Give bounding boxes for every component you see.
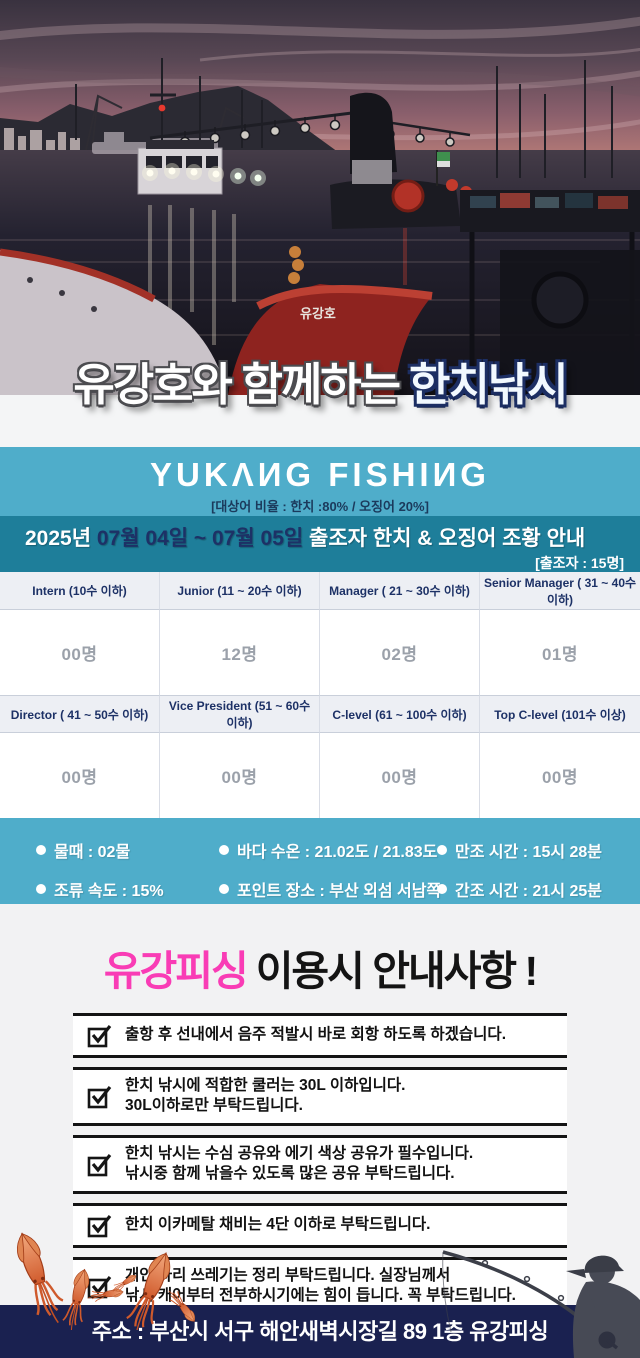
condition-item: 물때 : 02물 — [36, 835, 219, 866]
fisherman-illustration — [442, 1250, 640, 1358]
divider-strip — [0, 395, 640, 447]
bullet-icon — [36, 883, 46, 894]
column-header: Top C-level (101수 이상) — [480, 695, 640, 733]
bullet-icon — [36, 845, 46, 856]
notice-checklist: 출항 후 선내에서 음주 적발시 바로 회항 하도록 하겠습니다. 한치 낚시에… — [73, 1013, 567, 1316]
count-cell: 02명 — [320, 610, 480, 695]
address-bar: 주소 : 부산시 서구 해안새벽시장길 89 1층 유강피싱 — [0, 1305, 640, 1358]
count-cell: 00명 — [160, 733, 320, 818]
count-cell: 00명 — [0, 733, 160, 818]
schedule-band: 2025년 07월 04일 ~ 07월 05일 출조자 한치 & 오징어 조황 … — [0, 516, 640, 572]
schedule-dates: 07월 04일 ~ 07월 05일 — [91, 527, 304, 550]
count-cell: 00명 — [320, 733, 480, 818]
target-fish-ratio-note: [대상어 비율 : 한치 :80% / 오징어 20%] — [211, 499, 429, 514]
count-cell: 00명 — [0, 610, 160, 695]
list-item: 한치 낚시는 수심 공유와 에기 색상 공유가 필수입니다. 낚시중 함께 낚을… — [73, 1134, 567, 1194]
title-text-accent: 한치낚시 — [409, 359, 569, 410]
notice-item-text: 한치 낚시에 적합한 쿨러는 30L 이하입니다. 30L이하로만 부탁드립니다… — [125, 1077, 406, 1115]
count-cell: 12명 — [160, 610, 320, 695]
notice-item-text: 한치 낚시는 수심 공유와 에기 색상 공유가 필수입니다. 낚시중 함께 낚을… — [125, 1144, 474, 1183]
brand-band: YUKΛИG FISHIИG [대상어 비율 : 한치 :80% / 오징어 2… — [0, 447, 640, 516]
bullet-icon — [219, 883, 229, 894]
harbor-scene-illustration: 유강호 — [0, 0, 640, 395]
catch-results-table: Intern (10수 이하) Junior (11 ~ 20수 이하) Man… — [0, 572, 640, 818]
notice-item-text: 개인 자리 쓰레기는 정리 부탁드립니다. 실장님께서 낚시 캐어부터 전부하시… — [125, 1266, 516, 1305]
notice-title-brand: 유강피싱 — [103, 948, 249, 994]
condition-text: 간조 시간 : 21시 25분 — [455, 882, 603, 900]
column-header: Vice President (51 ~ 60수 이하) — [160, 695, 320, 733]
condition-text: 조류 속도 : 15% — [54, 882, 164, 900]
condition-item: 포인트 장소 : 부산 외섬 서남쪽 — [219, 874, 441, 905]
condition-text: 만조 시간 : 15시 28분 — [455, 844, 603, 862]
participant-count: [출조자 : 15명] — [535, 555, 624, 571]
notice-title: 유강피싱 이용시 안내사항 ! — [0, 937, 640, 997]
usage-notice-section: 유강피싱 이용시 안내사항 ! 출항 후 선내에서 음주 적발시 바로 회항 하도… — [0, 904, 640, 1316]
checkbox-checked-icon — [87, 1085, 112, 1109]
count-cell: 01명 — [541, 645, 579, 664]
checkbox-checked-icon — [87, 1025, 112, 1048]
condition-item: 만조 시간 : 15시 28분 — [437, 835, 640, 866]
checkbox-checked-icon — [87, 1153, 112, 1177]
notice-item-text: 출항 후 선내에서 음주 적발시 바로 회항 하도록 하겠습니다. — [125, 1026, 506, 1044]
condition-item: 간조 시간 : 21시 25분 — [437, 874, 640, 905]
squid-illustration — [8, 1230, 200, 1330]
count-cell: 00명 — [541, 768, 579, 787]
list-item: 한치 이카메탈 채비는 4단 이하로 부탁드립니다. — [73, 1202, 567, 1248]
notice-title-rest: 이용시 안내사항 ! — [255, 948, 538, 994]
notice-item-text: 한치 이카메탈 채비는 4단 이하로 부탁드립니다. — [125, 1216, 431, 1234]
column-header: Director ( 41 ~ 50수 이하) — [0, 695, 160, 733]
bullet-icon — [437, 883, 447, 894]
checkbox-checked-icon — [87, 1214, 112, 1238]
condition-text: 물때 : 02물 — [54, 844, 131, 862]
list-item: 출항 후 선내에서 음주 적발시 바로 회항 하도록 하겠습니다. — [73, 1013, 567, 1058]
column-header: Manager ( 21 ~ 30수 이하) — [320, 572, 480, 610]
column-header: C-level (61 ~ 100수 이하) — [320, 695, 480, 733]
schedule-line: 2025년 07월 04일 ~ 07월 05일 출조자 한치 & 오징어 조황 … — [25, 522, 624, 552]
brand-logo: YUKΛИG FISHIИG — [150, 456, 490, 493]
sea-conditions-band: 물때 : 02물 바다 수온 : 21.02도 / 21.83도 만조 시간 :… — [0, 818, 640, 904]
hull-boat-name-label: 유강호 — [300, 306, 336, 321]
bullet-icon — [437, 845, 447, 856]
condition-item: 바다 수온 : 21.02도 / 21.83도 — [219, 835, 437, 866]
title-text-white: 유강호와 함께하는 — [73, 359, 401, 410]
schedule-caption: 출조자 한치 & 오징어 조황 안내 — [303, 527, 586, 550]
condition-text: 바다 수온 : 21.02도 / 21.83도 — [237, 844, 438, 862]
list-item: 한치 낚시에 적합한 쿨러는 30L 이하입니다. 30L이하로만 부탁드립니다… — [73, 1067, 567, 1126]
column-header: Intern (10수 이하) — [0, 572, 160, 610]
harbor-photo: 유강호 — [0, 0, 640, 395]
condition-item: 조류 속도 : 15% — [36, 874, 219, 905]
poster-main-title: 유강호와 함께하는 한치낚시 — [0, 348, 640, 413]
bullet-icon — [219, 845, 229, 856]
column-header: Senior Manager ( 31 ~ 40수 이하) — [480, 572, 640, 610]
column-header: Junior (11 ~ 20수 이하) — [160, 572, 320, 610]
schedule-year: 2025년 — [25, 527, 92, 550]
condition-text: 포인트 장소 : 부산 외섬 서남쪽 — [237, 882, 442, 900]
